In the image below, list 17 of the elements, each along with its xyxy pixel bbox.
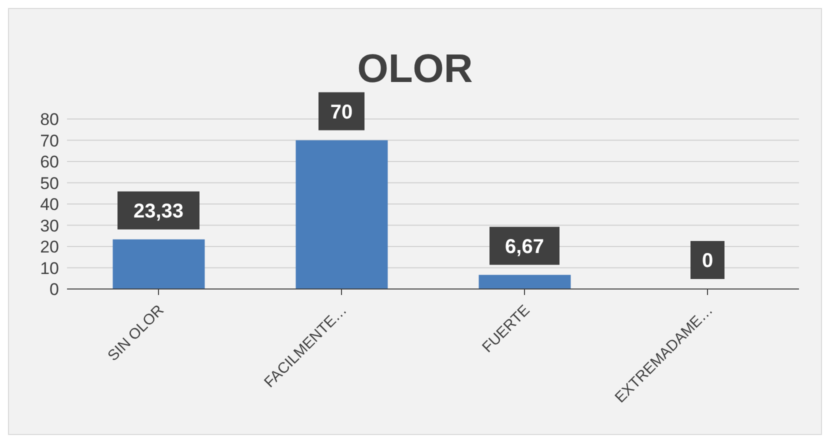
chart-title: OLOR bbox=[356, 47, 474, 92]
data-label: 70 bbox=[330, 101, 353, 124]
bar bbox=[296, 140, 388, 289]
y-tick-label: 0 bbox=[50, 280, 59, 300]
bar bbox=[478, 274, 571, 289]
y-tick-label: 70 bbox=[40, 131, 59, 150]
data-label: 23,33 bbox=[133, 200, 184, 222]
y-tick-label: 80 bbox=[40, 110, 59, 130]
y-tick-label: 20 bbox=[40, 238, 59, 257]
y-tick-label: 30 bbox=[40, 216, 59, 236]
bar bbox=[112, 239, 205, 289]
data-label: 0 bbox=[702, 250, 714, 272]
y-tick-label: 50 bbox=[40, 174, 59, 193]
y-tick-label: 40 bbox=[40, 195, 59, 214]
y-tick-label: 60 bbox=[40, 152, 59, 172]
y-tick-label: 10 bbox=[40, 258, 59, 278]
data-label: 6,67 bbox=[505, 236, 544, 258]
